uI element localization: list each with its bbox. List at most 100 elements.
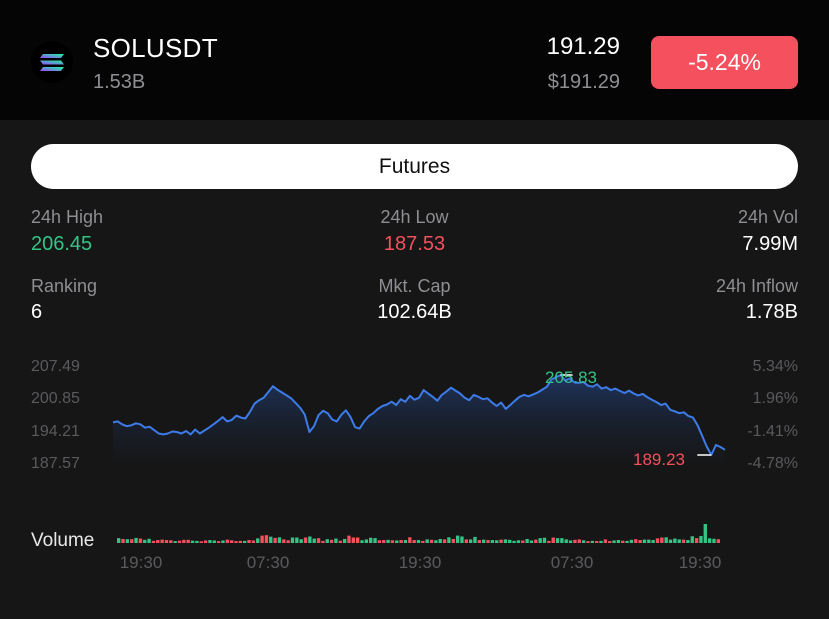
volume-bar bbox=[660, 537, 664, 543]
volume-bar bbox=[295, 537, 299, 543]
volume-bar bbox=[599, 540, 603, 543]
volume-bar bbox=[234, 541, 238, 543]
volume-bars bbox=[117, 524, 720, 543]
volume-bar bbox=[173, 541, 177, 543]
volume-bar bbox=[473, 536, 477, 543]
volume-bar bbox=[303, 537, 308, 543]
volume-bar bbox=[460, 536, 464, 543]
volume-bar bbox=[277, 537, 282, 543]
volume-bar bbox=[282, 539, 286, 543]
volume-bar bbox=[608, 541, 612, 543]
x-tick-time: 19:30 bbox=[678, 553, 722, 572]
volume-bar bbox=[342, 538, 347, 543]
futures-button[interactable]: Futures bbox=[31, 144, 798, 189]
high-marker-label: 205.83 bbox=[545, 368, 597, 387]
volume-bar bbox=[151, 540, 156, 543]
volume-bar bbox=[512, 540, 516, 543]
volume-bar bbox=[338, 540, 342, 543]
volume-bar bbox=[425, 539, 429, 543]
x-tick-time: 19:30 bbox=[398, 553, 442, 572]
volume-bar bbox=[694, 538, 699, 543]
volume-bar bbox=[555, 538, 560, 543]
volume-bar bbox=[668, 539, 673, 543]
market-cap-subtitle: 1.53B bbox=[93, 71, 146, 93]
volume-bar bbox=[594, 541, 599, 543]
stat-value-24h-vol: 7.99M bbox=[742, 233, 798, 255]
stat-label-ranking: Ranking bbox=[31, 276, 98, 296]
stat-value-mkt-cap: 102.64B bbox=[377, 301, 452, 323]
volume-bar bbox=[577, 539, 581, 543]
volume-bar bbox=[477, 540, 482, 543]
volume-bar bbox=[143, 539, 147, 543]
volume-bar bbox=[603, 539, 608, 543]
volume-bar bbox=[416, 540, 421, 543]
volume-bar bbox=[138, 538, 143, 543]
volume-bar bbox=[243, 540, 247, 543]
volume-bar bbox=[386, 539, 390, 543]
last-price-usd: $191.29 bbox=[547, 71, 620, 93]
volume-bar bbox=[499, 539, 503, 543]
volume-bar bbox=[438, 538, 442, 543]
volume-bar bbox=[529, 540, 534, 543]
volume-bar bbox=[390, 540, 395, 543]
volume-bar bbox=[634, 539, 638, 543]
volume-bar bbox=[538, 538, 542, 543]
stat-label-24h-inflow: 24h Inflow bbox=[715, 276, 798, 296]
volume-bar bbox=[195, 540, 199, 543]
volume-bar bbox=[273, 537, 277, 543]
volume-bar bbox=[212, 540, 216, 543]
volume-bar bbox=[547, 540, 551, 543]
volume-bar bbox=[551, 537, 555, 543]
volume-bar bbox=[286, 540, 290, 543]
volume-bar bbox=[525, 538, 529, 543]
volume-bar bbox=[382, 540, 386, 543]
volume-bar bbox=[516, 540, 521, 543]
volume-bar bbox=[399, 540, 403, 543]
volume-bar bbox=[251, 540, 256, 543]
stat-label-24h-high: 24h High bbox=[31, 207, 104, 227]
ticker-header: SOLUSDT 1.53B 191.29 $191.29 -5.24% bbox=[0, 0, 829, 120]
volume-bar bbox=[355, 537, 360, 543]
change-percent-badge[interactable]: -5.24% bbox=[651, 36, 798, 89]
volume-bar bbox=[403, 540, 408, 543]
volume-bar bbox=[164, 540, 169, 543]
volume-bar bbox=[369, 537, 373, 543]
volume-bar bbox=[364, 539, 369, 543]
volume-bar bbox=[673, 538, 677, 543]
volume-bar bbox=[490, 540, 495, 543]
volume-bar bbox=[703, 524, 707, 543]
volume-label: Volume bbox=[31, 530, 95, 551]
volume-bar bbox=[334, 538, 338, 543]
volume-bar bbox=[503, 539, 508, 543]
volume-bar bbox=[221, 540, 225, 543]
volume-bar bbox=[169, 540, 173, 543]
volume-bar bbox=[199, 541, 203, 543]
volume-bar bbox=[495, 540, 499, 543]
volume-bar bbox=[686, 540, 690, 543]
volume-bar bbox=[716, 539, 720, 543]
volume-bar bbox=[360, 540, 364, 543]
x-tick-time: 07:30 bbox=[550, 553, 594, 572]
volume-bar bbox=[564, 539, 568, 543]
volume-bar bbox=[238, 540, 243, 543]
volume-bar bbox=[707, 538, 712, 543]
price-line bbox=[112, 374, 726, 456]
volume-bar bbox=[182, 539, 186, 543]
volume-bar bbox=[186, 539, 190, 543]
stat-value-24h-high: 206.45 bbox=[31, 233, 93, 255]
last-price: 191.29 bbox=[546, 33, 620, 60]
volume-bar bbox=[316, 538, 321, 543]
volume-bar bbox=[590, 540, 594, 543]
volume-bar bbox=[269, 536, 273, 543]
volume-bar bbox=[329, 539, 334, 543]
volume-bar bbox=[434, 540, 438, 543]
solana-logo-icon bbox=[31, 41, 73, 83]
volume-bar bbox=[542, 537, 547, 543]
volume-bar bbox=[147, 538, 151, 543]
volume-bar bbox=[447, 537, 451, 543]
stat-label-mkt-cap: Mkt. Cap bbox=[378, 276, 451, 296]
volume-bar bbox=[156, 540, 160, 543]
volume-bar bbox=[455, 535, 460, 543]
volume-bar bbox=[442, 539, 447, 543]
